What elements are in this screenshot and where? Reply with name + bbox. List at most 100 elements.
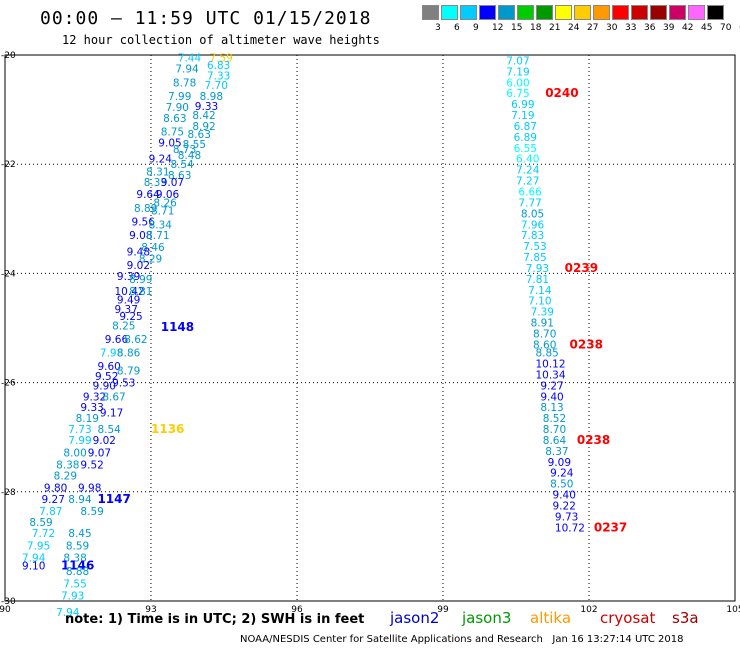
wave-height-value: 7.70 <box>205 80 228 92</box>
wave-height-value: 6.00 <box>506 77 529 89</box>
wave-height-value: 9.90 <box>93 380 116 392</box>
wave-height-value: 9.60 <box>97 361 120 373</box>
wave-height-value: 8.94 <box>68 494 92 506</box>
wave-height-value: 7.90 <box>166 102 189 114</box>
wave-height-value: 9.37 <box>115 304 138 316</box>
colorbar-label: 70 <box>720 23 732 33</box>
wave-height-value: 9.40 <box>540 391 563 403</box>
wave-height-value: 9.24 <box>550 468 574 480</box>
colorbar-label: 3 <box>435 23 441 33</box>
page-title: 00:00 – 11:59 UTC 01/15/2018 <box>40 8 372 29</box>
wave-height-value: 7.44 <box>178 53 202 65</box>
wave-height-value: 9.24 <box>149 154 173 166</box>
wave-height-value: 6.55 <box>514 143 537 155</box>
wave-height-value: 8.54 <box>170 159 194 171</box>
wave-height-value: 9.66 <box>105 334 129 346</box>
y-tick-label: -20 <box>1 51 16 61</box>
wave-height-value: 8.63 <box>163 113 186 125</box>
colorbar-swatch <box>441 5 458 20</box>
colorbar-swatch <box>688 5 705 20</box>
y-tick-label: -22 <box>1 160 16 170</box>
wave-height-value: 9.52 <box>95 371 118 383</box>
wave-height-value: 7.98 <box>100 348 123 360</box>
wave-height-value: 8.29 <box>54 470 77 482</box>
satellite-label-s3a: s3a <box>672 609 699 627</box>
wave-height-value: 7.27 <box>516 176 539 188</box>
wave-height-value: 8.52 <box>543 413 566 425</box>
wave-height-value: 9.08 <box>129 230 152 242</box>
colorbar-label: 9 <box>473 23 479 33</box>
wave-height-value: 7.59 <box>209 53 232 65</box>
plot-frame <box>4 54 736 602</box>
page-subtitle: 12 hour collection of altimeter wave hei… <box>62 33 380 47</box>
pass-time-label: 1148 <box>161 320 194 334</box>
colorbar-label: 30 <box>606 23 618 33</box>
wave-height-value: 9.09 <box>548 457 571 469</box>
pass-time-label: 0238 <box>570 337 603 351</box>
wave-height-value: 7.10 <box>528 296 551 308</box>
wave-height-value: 8.54 <box>97 424 121 436</box>
wave-height-value: 9.33 <box>80 402 103 414</box>
wave-height-value: 8.33 <box>144 177 167 189</box>
wave-height-value: 8.73 <box>173 144 196 156</box>
wave-height-value: 8.46 <box>141 242 165 254</box>
pass-time-label: 1146 <box>61 559 94 573</box>
wave-height-value: 6.75 <box>506 88 529 100</box>
colorbar-label: 45 <box>701 23 713 33</box>
wave-height-value: 9.07 <box>88 447 111 459</box>
credit-line: NOAA/NESDIS Center for Satellite Applica… <box>240 634 684 645</box>
wave-height-value: 8.45 <box>68 528 91 540</box>
colorbar-swatch <box>517 5 534 20</box>
wave-height-value: 9.39 <box>117 271 140 283</box>
wave-height-value: 7.07 <box>506 55 529 67</box>
wave-height-value: 6.89 <box>514 132 537 144</box>
wave-height-value: 8.42 <box>192 110 215 122</box>
wave-height-value: 8.38 <box>63 552 86 564</box>
wave-height-value: 8.60 <box>533 339 556 351</box>
wave-height-value: 8.48 <box>178 150 201 162</box>
pass-time-label: 0237 <box>594 520 627 534</box>
wave-height-value: 7.95 <box>27 540 50 552</box>
colorbar-label: 24 <box>568 23 580 33</box>
wave-height-value: 8.59 <box>66 540 89 552</box>
wave-height-value: 9.10 <box>22 561 45 573</box>
wave-height-value: 10.42 <box>115 286 145 298</box>
wave-height-value: 9.25 <box>119 311 142 323</box>
wave-height-value: 9.56 <box>132 217 156 229</box>
wave-height-value: 9.02 <box>127 260 150 272</box>
wave-height-value: 8.59 <box>29 517 52 529</box>
wave-height-value: 8.31 <box>146 166 169 178</box>
wave-height-value: 8.64 <box>543 435 567 447</box>
wave-height-value: 8.86 <box>117 348 141 360</box>
pass-time-label: 1147 <box>97 492 130 506</box>
wave-height-value: 7.83 <box>521 230 544 242</box>
wave-height-value: 8.70 <box>543 424 566 436</box>
wave-height-value: 8.85 <box>535 348 558 360</box>
satellite-label-altika: altika <box>530 609 572 627</box>
colorbar-swatch <box>669 5 686 20</box>
colorbar-label: 36 <box>644 23 656 33</box>
wave-height-value: 8.38 <box>56 460 79 472</box>
wave-height-value: 9.32 <box>83 391 106 403</box>
wave-height-value: 8.71 <box>151 206 174 218</box>
wave-height-value: 8.70 <box>533 328 556 340</box>
wave-height-value: 10.34 <box>535 369 565 381</box>
wave-height-value: 7.19 <box>506 66 529 78</box>
wave-height-value: 7.99 <box>68 435 91 447</box>
wave-height-value: 7.73 <box>68 424 91 436</box>
wave-height-value: 8.91 <box>531 318 554 330</box>
wave-height-value: 9.73 <box>555 511 578 523</box>
wave-height-value: 8.34 <box>149 219 173 231</box>
wave-height-value: 7.85 <box>523 252 546 264</box>
satellite-label-jason3: jason3 <box>462 609 512 627</box>
wave-height-value: 8.62 <box>124 334 147 346</box>
wave-height-value: 7.81 <box>526 274 549 286</box>
pass-time-label: 1136 <box>151 422 184 436</box>
x-tick-label: 99 <box>437 605 449 615</box>
wave-height-value: 9.27 <box>540 380 563 392</box>
wave-height-value: 9.98 <box>78 482 101 494</box>
wave-height-value: 6.99 <box>511 99 534 111</box>
colorbar-label: 6 <box>454 23 460 33</box>
wave-height-value: 8.67 <box>102 391 125 403</box>
